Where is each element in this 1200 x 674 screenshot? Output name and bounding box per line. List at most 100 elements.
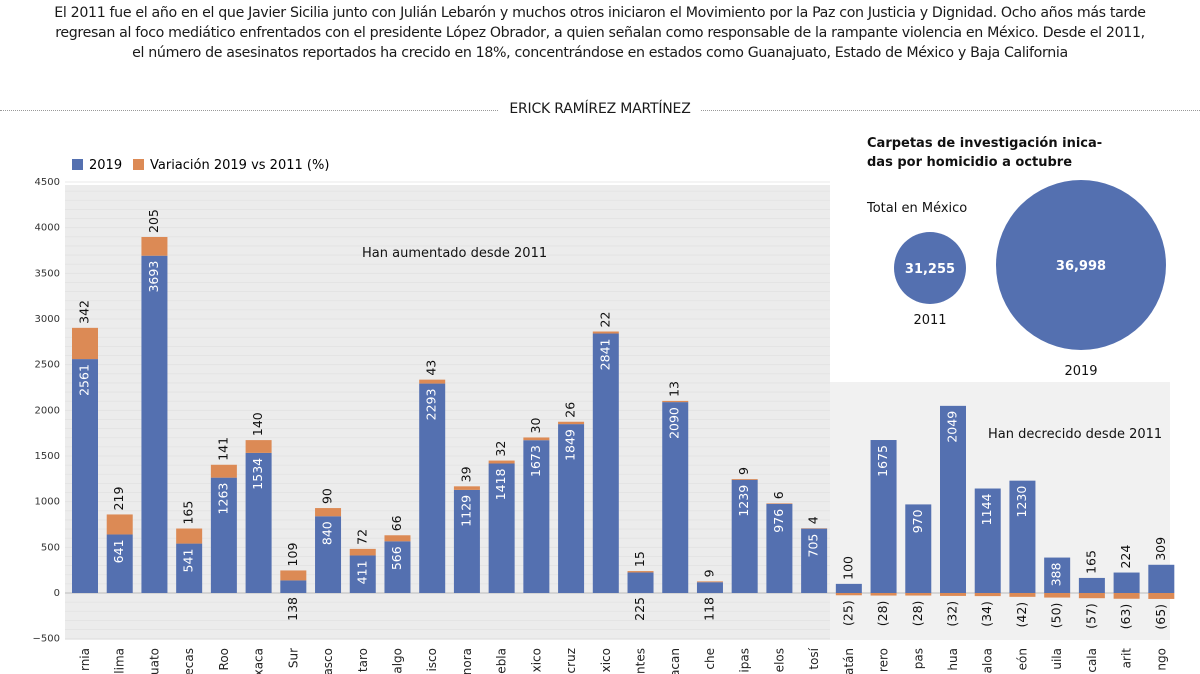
x-category-label: hua [946,648,960,671]
x-category-label: uila [1050,648,1064,670]
value-label: 138 [285,597,300,621]
bubble-year-label: 2011 [913,313,946,328]
variation-label: 141 [215,437,230,461]
value-label: 224 [1118,545,1133,569]
bubble-title: das por homicidio a octubre [867,155,1072,170]
x-category-label: cruz [564,648,578,673]
x-category-label: atán [842,648,856,674]
x-category-label: acan [668,648,682,674]
bar-variation [176,528,203,544]
value-label: 1673 [528,445,543,477]
bar-variation [106,514,133,535]
value-label: 541 [181,549,196,573]
variation-label: 90 [320,488,335,504]
bar-variation [349,548,376,556]
bar-2019 [1148,564,1175,593]
bar-2019 [523,440,550,593]
variation-label: 9 [701,569,716,577]
value-label: 1263 [215,483,230,515]
bar-2019 [315,516,342,593]
x-category-label: ecas [182,648,196,674]
y-tick-label: 4500 [35,177,60,188]
variation-label: (25) [840,600,855,626]
y-tick-label: 1000 [35,497,60,508]
bar-2019 [662,402,689,593]
bar-2019 [627,572,654,593]
x-category-label: aloa [981,648,995,673]
bar-variation [662,400,689,403]
x-category-label: Sur [286,648,300,668]
x-category-label: xico [599,648,613,672]
bar-2019 [176,543,203,593]
bar-2019 [905,504,932,593]
legend-label-2019: 2019 [89,158,122,173]
x-category-label: ipas [738,648,752,673]
legend-label-variation: Variación 2019 vs 2011 (%) [150,158,329,173]
bar-2019 [801,528,828,593]
x-category-label: che [703,648,717,670]
bar-variation [731,479,758,480]
y-tick-label: 3000 [35,314,60,325]
variation-label: (42) [1014,602,1029,628]
x-category-label: nora [460,648,474,674]
x-category-label: Roo [217,648,231,670]
bar-variation [453,486,480,490]
x-category-label: ngo [1154,648,1168,671]
variation-label: (28) [910,601,925,627]
bar-variation [245,440,272,453]
variation-label: 205 [146,209,161,233]
variation-label: 4 [806,516,821,524]
bar-2019 [870,440,897,593]
variation-label: 342 [77,300,92,324]
bar-2019 [592,333,619,593]
bar-variation [523,437,550,441]
x-category-label: lima [113,648,127,674]
value-label: 1418 [493,468,508,500]
variation-label: (65) [1153,604,1168,630]
value-label: 309 [1153,537,1168,561]
value-label: 1239 [736,485,751,517]
bar-2019 [558,424,585,593]
bar-variation [141,236,168,256]
value-label: 225 [632,597,647,621]
value-label: 1144 [979,493,994,525]
bar-variation [1078,593,1105,599]
value-label: 100 [840,556,855,580]
x-category-label: rnia [78,648,92,671]
intro-line: regresan al foco mediático enfrentados c… [55,25,1145,41]
bar-variation [419,379,446,384]
variation-label: 32 [493,441,508,457]
x-category-label: eón [1015,648,1029,670]
x-category-label: pas [911,648,925,669]
bar-2019 [384,541,411,593]
variation-label: 219 [111,487,126,511]
x-category-label: taro [356,648,370,672]
value-label: 1129 [458,495,473,527]
variation-label: (57) [1083,603,1098,629]
bar-variation [592,331,619,334]
bar-variation [210,464,237,478]
bar-2019 [488,463,515,593]
y-tick-label: −500 [33,634,60,645]
x-category-label: arit [1120,648,1134,669]
legend-swatch-2019 [72,159,83,170]
bar-variation [315,508,342,517]
variation-label: 26 [563,402,578,418]
value-label: 165 [1083,550,1098,574]
bar-variation [1148,593,1175,599]
y-tick-label: 0 [54,588,60,599]
value-label: 118 [701,597,716,621]
bar-2019 [1113,572,1140,593]
bar-2019 [106,534,133,593]
bubble-title: Carpetas de investigación inica- [867,136,1102,151]
y-tick-label: 2500 [35,360,60,371]
bar-variation [280,570,307,581]
value-label: 566 [389,546,404,570]
x-category-label: tosí [807,647,821,669]
y-tick-label: 4000 [35,223,60,234]
x-category-label: cala [1085,648,1099,673]
bar-2019 [974,488,1001,593]
x-category-label: xico [529,648,543,672]
value-label: 1230 [1014,486,1029,518]
